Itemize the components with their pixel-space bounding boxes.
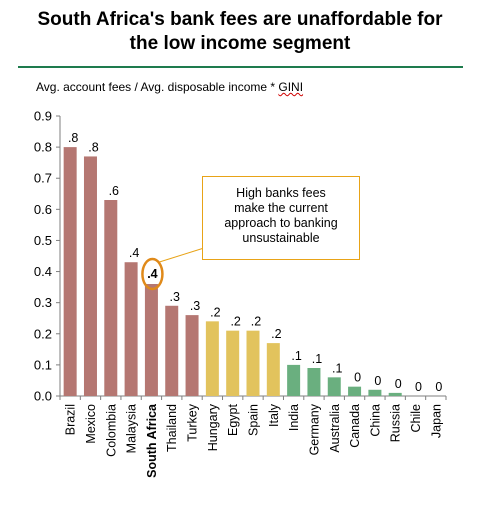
chart-subtitle: Avg. account fees / Avg. disposable inco… [36,80,303,94]
y-tick-label: 0.1 [34,357,52,372]
bar [165,305,179,396]
highlight-ring [141,257,164,291]
bar [266,343,280,396]
bar [287,364,301,396]
bar [104,200,118,396]
y-tick-label: 0.2 [34,326,52,341]
category-label: South Africa [145,403,159,478]
data-label: .4 [147,267,157,281]
data-label: .4 [129,246,139,260]
chart-title-line-1: South Africa's bank fees are unaffordabl… [37,9,443,30]
y-tick-label: 0.5 [34,233,52,248]
bar [246,330,260,396]
data-label: .1 [291,349,301,363]
y-tick-label: 0.6 [34,202,52,217]
callout-line-4: unsustainable [242,231,320,245]
callout-line-1: High banks fees [236,186,326,200]
title-divider [18,66,463,68]
y-tick-label: 0.8 [34,140,52,155]
data-label: .8 [88,140,98,154]
data-label: .1 [332,361,342,375]
bar [368,389,382,396]
data-label: .2 [251,315,261,329]
y-tick-label: 0.9 [34,109,52,124]
category-label: Chile [409,404,423,433]
data-label: .3 [170,290,180,304]
data-label: .8 [68,131,78,145]
bar [83,156,97,396]
category-label: Turkey [186,403,200,441]
data-label: .6 [109,184,119,198]
data-label: 0 [374,374,381,388]
bar [307,368,321,396]
subtitle-text: Avg. account fees / Avg. disposable inco… [36,80,279,94]
data-label: 0 [395,377,402,391]
y-tick-label: 0.3 [34,295,52,310]
bar [205,321,219,396]
category-label: Japan [429,404,443,438]
bar [124,262,138,396]
callout-box: High banks fees make the current approac… [202,176,360,260]
category-label: Spain [247,404,261,436]
data-label: .2 [210,305,220,319]
callout-line-2: make the current [234,201,328,215]
category-label: Malaysia [125,404,139,453]
y-tick-label: 0.4 [34,264,52,279]
category-label: Russia [389,404,403,442]
data-label: 0 [354,371,361,385]
subtitle-gini: GINI [278,80,304,94]
bar [144,284,158,396]
chart-title: South Africa's bank fees are unaffordabl… [0,8,480,56]
data-label: .2 [271,327,281,341]
bar [388,392,402,396]
category-label: Brazil [64,404,78,435]
category-label: Egypt [226,403,240,435]
category-label: Mexico [84,404,98,444]
category-label: Australia [328,404,342,453]
y-tick-label: 0.7 [34,171,52,186]
category-label: Hungary [206,403,220,451]
category-label: Colombia [104,404,118,457]
category-label: China [368,404,382,437]
bar [327,377,341,396]
callout-line-3: approach to banking [224,216,338,230]
y-tick-label: 0.0 [34,389,52,404]
chart-title-line-2: the low income segment [129,33,351,54]
bar [348,386,362,396]
bar [185,315,199,396]
category-label: Thailand [165,404,179,452]
category-label: Germany [307,403,321,455]
category-label: Italy [267,403,281,427]
data-label: 0 [435,380,442,394]
data-label: 0 [415,380,422,394]
data-label: .1 [312,352,322,366]
data-label: .2 [230,315,240,329]
category-label: Canada [348,404,362,448]
data-label: .3 [190,299,200,313]
callout-connector [159,247,205,263]
bar [226,330,240,396]
bar [63,147,77,396]
category-label: India [287,404,301,431]
